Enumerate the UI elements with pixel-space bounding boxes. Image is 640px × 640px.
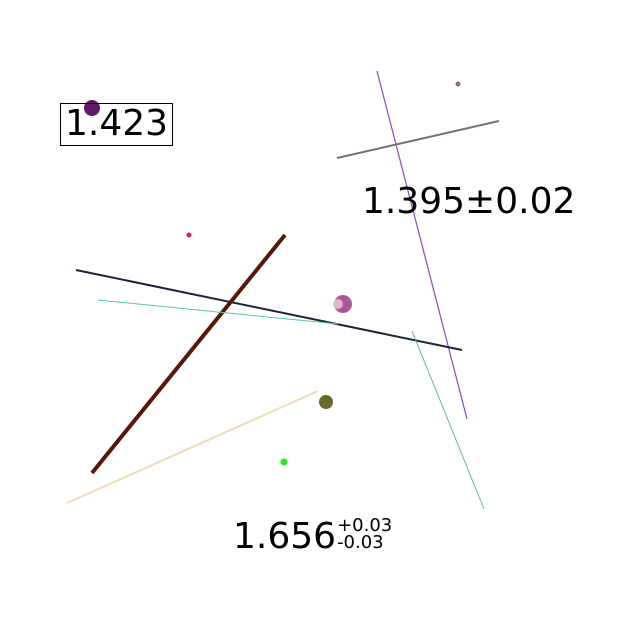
teal-line [97,299,339,325]
boxed-value-label: 1.423 [60,103,174,146]
pink-dot [186,232,192,238]
olive-dot [319,395,333,409]
green-line [411,330,485,510]
gray-line [336,120,500,159]
green-dot [280,458,288,466]
brown-dot [455,81,461,87]
tan-line [66,390,319,504]
violet-line [376,70,468,420]
asym-main-value: 1.656 [233,516,337,557]
brown-line [90,233,287,475]
asymmetric-error-label: 1.656 +0.03 -0.03 [233,515,393,557]
asym-upper-error: +0.03 [337,515,393,536]
plus-minus-value-label: 1.395±0.02 [362,181,576,222]
purple-dot [84,100,100,116]
asym-lower-error: -0.03 [337,532,384,553]
light-pink-dot [333,299,343,309]
asym-error-scripts: +0.03 -0.03 [337,515,393,553]
navy-line [75,269,463,351]
